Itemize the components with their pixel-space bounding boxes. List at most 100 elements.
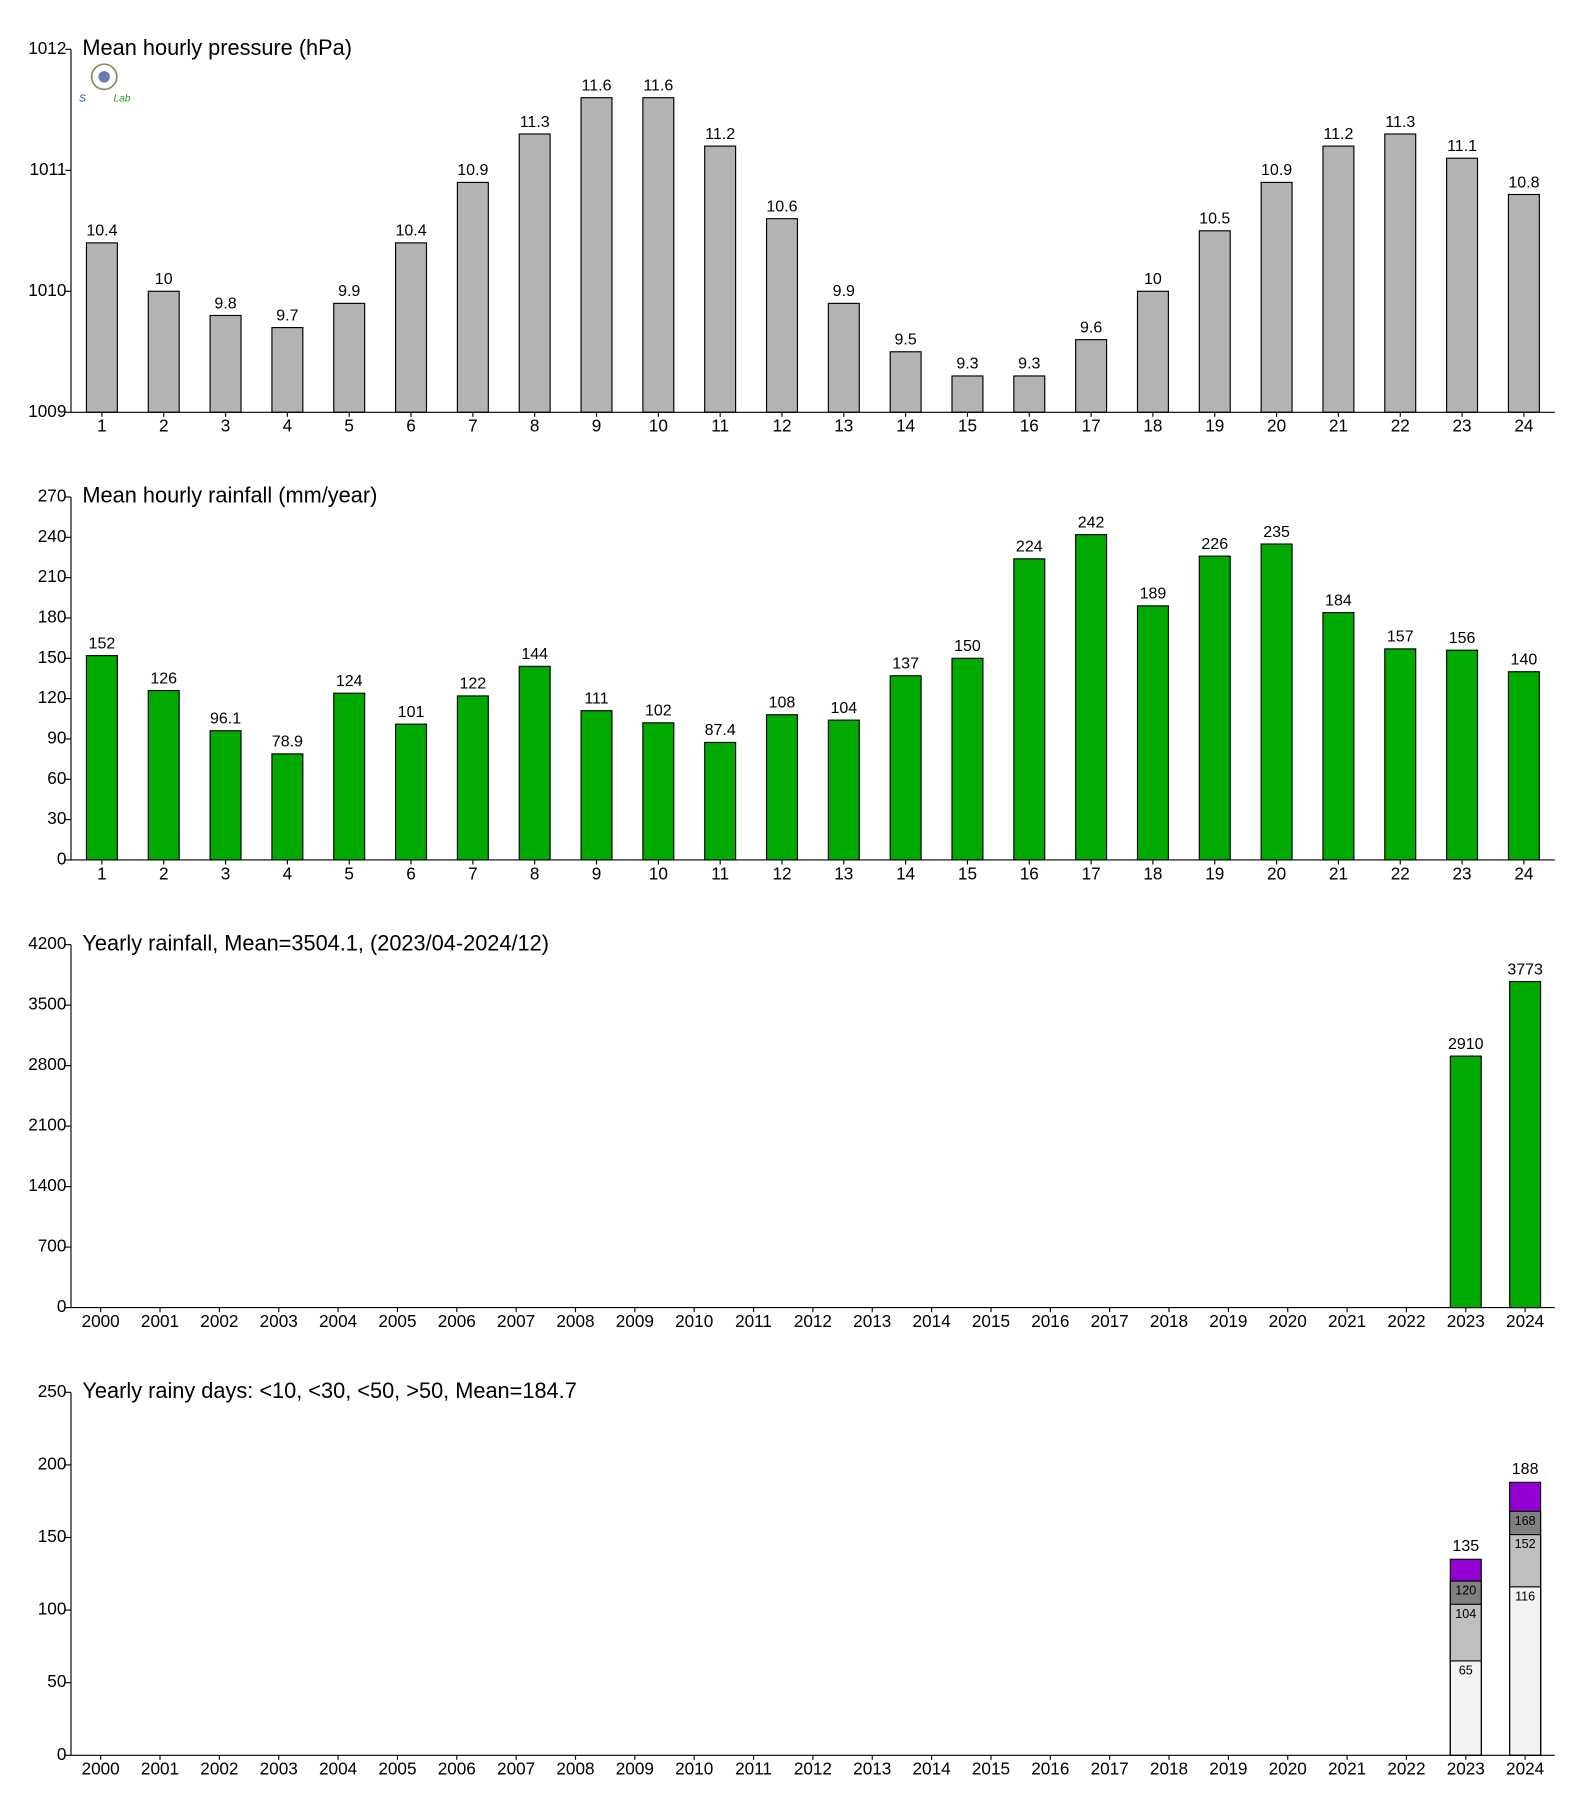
bar (209, 314, 242, 413)
value-label: 9.7 (276, 306, 298, 324)
x-tick-label: 2 (159, 863, 169, 883)
bar (704, 741, 737, 861)
value-label: 10 (155, 270, 173, 288)
value-label: 184 (1325, 591, 1352, 609)
y-tick-label: 210 (38, 566, 67, 586)
bar (271, 753, 304, 861)
x-tick-label: 2000 (82, 1759, 120, 1779)
bar (1446, 157, 1479, 413)
x-tick-label: 6 (406, 863, 416, 883)
x-tick-label: 18 (1143, 416, 1162, 436)
x-tick-label: 2022 (1387, 1759, 1425, 1779)
bar (456, 181, 489, 413)
x-tick-label: 2023 (1447, 1759, 1485, 1779)
value-label: 226 (1201, 535, 1228, 553)
y-tick-label: 30 (47, 808, 66, 828)
value-label: 137 (892, 655, 919, 673)
x-tick-label: 24 (1514, 863, 1534, 883)
value-label: 188 (1512, 1460, 1539, 1478)
x-tick-label: 16 (1020, 863, 1039, 883)
value-label: 65 (1459, 1664, 1473, 1678)
y-tick-label: 240 (38, 526, 67, 546)
y-tick-label: 1009 (28, 401, 66, 421)
value-label: 111 (584, 690, 608, 708)
bar (1260, 543, 1293, 861)
y-tick-label: 2800 (28, 1054, 66, 1074)
x-tick-label: 2015 (972, 1311, 1010, 1331)
x-tick-label: 2016 (1031, 1759, 1069, 1779)
x-tick-label: 2019 (1209, 1759, 1247, 1779)
x-tick-label: 15 (958, 416, 977, 436)
value-label: 104 (830, 699, 857, 717)
x-tick-label: 12 (772, 416, 791, 436)
x-tick-label: 2010 (675, 1311, 713, 1331)
x-tick-label: 2003 (260, 1759, 298, 1779)
value-label: 9.9 (833, 282, 855, 300)
bar (1075, 339, 1108, 413)
x-tick-label: 2024 (1506, 1759, 1545, 1779)
value-label: 224 (1016, 538, 1043, 556)
y-tick-label: 60 (47, 768, 66, 788)
y-tick-label: 200 (38, 1453, 67, 1473)
bar (1449, 1055, 1482, 1309)
bar (271, 327, 304, 413)
value-label: 126 (150, 669, 177, 687)
value-label: 96.1 (210, 710, 241, 728)
bar (642, 722, 675, 861)
x-tick-label: 12 (772, 863, 791, 883)
x-tick-label: 6 (406, 416, 416, 436)
y-tick-label: 150 (38, 1526, 67, 1546)
x-tick-label: 2007 (497, 1311, 535, 1331)
svg-text:Lab: Lab (113, 93, 130, 104)
x-tick-label: 2018 (1150, 1311, 1188, 1331)
x-tick-label: 21 (1329, 416, 1348, 436)
value-label: 11.6 (582, 76, 612, 94)
value-label: 152 (89, 634, 116, 652)
x-tick-label: 8 (530, 863, 540, 883)
value-label: 9.6 (1080, 318, 1102, 336)
value-label: 87.4 (705, 721, 736, 739)
x-tick-label: 1 (97, 416, 107, 436)
x-tick-label: 14 (896, 416, 916, 436)
x-tick-label: 5 (344, 416, 354, 436)
value-label: 10.9 (1261, 161, 1292, 179)
bar (951, 657, 984, 861)
x-tick-label: 2005 (378, 1311, 416, 1331)
value-label: 108 (769, 694, 796, 712)
bar (1013, 558, 1046, 861)
y-tick-label: 150 (38, 647, 67, 667)
value-label: 189 (1140, 585, 1167, 603)
value-label: 120 (1455, 1584, 1476, 1598)
x-tick-label: 2020 (1269, 1311, 1307, 1331)
bar (889, 675, 922, 861)
bar (580, 710, 613, 861)
y-tick-label: 0 (57, 848, 67, 868)
value-label: 152 (1515, 1537, 1536, 1551)
y-tick-label: 1011 (29, 159, 66, 179)
x-tick-label: 2000 (82, 1311, 120, 1331)
value-label: 157 (1387, 628, 1414, 646)
x-tick-label: 2017 (1091, 1311, 1129, 1331)
x-tick-label: 10 (649, 863, 668, 883)
bar (395, 242, 428, 413)
value-label: 9.5 (895, 331, 917, 349)
value-label: 11.2 (1323, 125, 1353, 143)
value-label: 78.9 (272, 733, 303, 751)
value-label: 11.3 (1385, 113, 1415, 131)
bar (889, 351, 922, 413)
x-tick-label: 4 (283, 863, 293, 883)
x-tick-label: 2003 (260, 1311, 298, 1331)
x-tick-label: 8 (530, 416, 540, 436)
x-tick-label: 15 (958, 863, 977, 883)
bar (518, 133, 551, 413)
value-label: 144 (521, 645, 548, 663)
value-label: 10.9 (457, 161, 488, 179)
bar (333, 302, 366, 413)
x-tick-label: 7 (468, 416, 478, 436)
y-tick-label: 270 (38, 486, 67, 506)
x-tick-label: 2008 (556, 1759, 594, 1779)
value-label: 9.8 (214, 294, 236, 312)
bar (580, 97, 613, 413)
value-label: 168 (1515, 1514, 1536, 1528)
y-tick-label: 2100 (28, 1115, 66, 1135)
